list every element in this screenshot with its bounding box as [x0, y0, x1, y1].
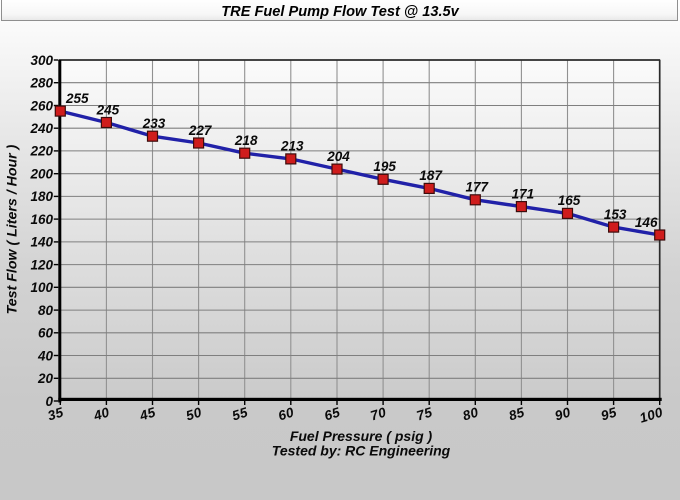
svg-text:140: 140 — [30, 235, 53, 250]
svg-text:165: 165 — [558, 193, 581, 208]
svg-text:227: 227 — [188, 123, 213, 138]
svg-text:187: 187 — [419, 168, 443, 183]
svg-text:260: 260 — [29, 98, 53, 113]
svg-text:195: 195 — [373, 159, 396, 174]
svg-text:60: 60 — [38, 326, 54, 341]
svg-text:177: 177 — [466, 180, 490, 195]
svg-text:200: 200 — [29, 167, 53, 182]
svg-text:100: 100 — [638, 404, 665, 425]
svg-text:90: 90 — [553, 404, 573, 423]
svg-text:180: 180 — [30, 189, 53, 204]
svg-text:218: 218 — [234, 133, 258, 148]
svg-text:146: 146 — [635, 215, 658, 230]
svg-text:80: 80 — [38, 303, 54, 318]
svg-text:255: 255 — [65, 91, 89, 106]
svg-text:20: 20 — [37, 371, 54, 386]
svg-text:40: 40 — [91, 404, 111, 423]
svg-text:0: 0 — [45, 394, 53, 409]
svg-text:245: 245 — [96, 102, 120, 117]
svg-text:65: 65 — [323, 404, 343, 423]
svg-text:204: 204 — [326, 149, 350, 164]
svg-text:213: 213 — [280, 139, 304, 154]
svg-text:85: 85 — [507, 404, 527, 423]
svg-text:75: 75 — [415, 404, 435, 423]
svg-text:160: 160 — [30, 212, 53, 227]
svg-text:280: 280 — [29, 76, 53, 91]
svg-text:171: 171 — [512, 186, 535, 201]
svg-text:95: 95 — [599, 404, 619, 423]
svg-text:240: 240 — [29, 121, 53, 136]
svg-text:70: 70 — [369, 404, 389, 423]
svg-text:40: 40 — [37, 348, 54, 363]
svg-text:220: 220 — [29, 144, 53, 159]
svg-text:45: 45 — [137, 404, 157, 423]
svg-text:233: 233 — [142, 116, 166, 131]
svg-text:Test Flow ( Liters / Hour ): Test Flow ( Liters / Hour ) — [5, 144, 21, 314]
svg-text:55: 55 — [230, 404, 250, 423]
svg-text:TRE Fuel Pump Flow Test @ 13.5: TRE Fuel Pump Flow Test @ 13.5v — [221, 4, 459, 20]
svg-text:50: 50 — [184, 404, 204, 423]
svg-text:300: 300 — [30, 53, 53, 68]
svg-text:Fuel Pressure ( psig ): Fuel Pressure ( psig ) — [290, 428, 433, 444]
svg-text:153: 153 — [604, 207, 627, 222]
svg-text:35: 35 — [46, 404, 66, 423]
svg-text:100: 100 — [30, 280, 53, 295]
svg-text:80: 80 — [461, 404, 481, 423]
svg-text:120: 120 — [30, 257, 53, 272]
svg-text:60: 60 — [276, 404, 296, 423]
svg-text:Tested by: RC Engineering: Tested by: RC Engineering — [272, 443, 451, 459]
